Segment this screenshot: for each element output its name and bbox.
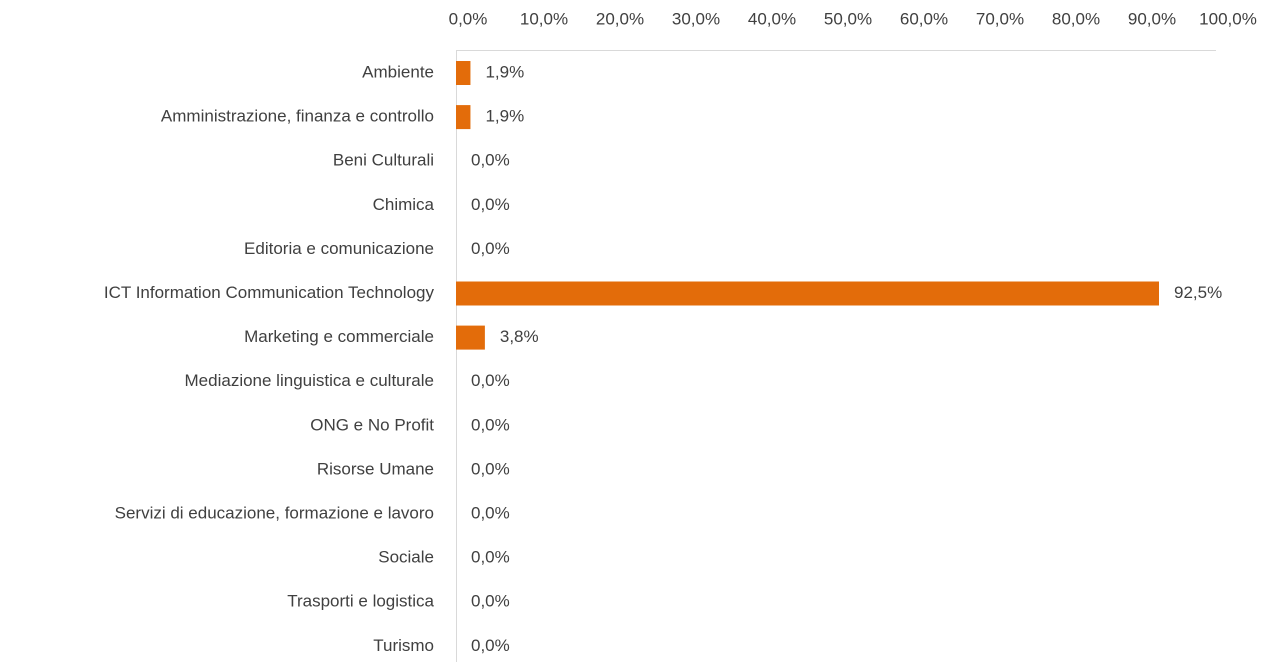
y-tick-label: Chimica: [373, 195, 435, 214]
x-tick-label: 50,0%: [824, 9, 872, 28]
value-label: 0,0%: [471, 548, 510, 567]
x-tick-label: 20,0%: [596, 9, 644, 28]
y-tick-label: Editoria e comunicazione: [244, 239, 434, 258]
y-tick-label: Marketing e commerciale: [244, 327, 434, 346]
y-tick-label: Mediazione linguistica e culturale: [185, 371, 434, 390]
value-label: 0,0%: [471, 239, 510, 258]
y-tick-label: ONG e No Profit: [310, 415, 434, 434]
value-label: 0,0%: [471, 371, 510, 390]
x-tick-label: 100,0%: [1199, 9, 1257, 28]
y-tick-label: Servizi di educazione, formazione e lavo…: [115, 503, 434, 522]
x-tick-label: 90,0%: [1128, 9, 1176, 28]
y-tick-label: Amministrazione, finanza e controllo: [161, 107, 434, 126]
value-label: 1,9%: [485, 107, 524, 126]
value-label: 3,8%: [500, 327, 539, 346]
x-tick-label: 0,0%: [449, 9, 488, 28]
value-label: 0,0%: [471, 151, 510, 170]
bar: [456, 281, 1159, 306]
bar: [456, 105, 471, 130]
x-tick-label: 30,0%: [672, 9, 720, 28]
value-label: 0,0%: [471, 459, 510, 478]
value-label: 0,0%: [471, 503, 510, 522]
y-tick-label: Risorse Umane: [317, 459, 434, 478]
value-label: 0,0%: [471, 415, 510, 434]
x-tick-label: 80,0%: [1052, 9, 1100, 28]
value-label: 0,0%: [471, 636, 510, 655]
y-tick-label: Turismo: [373, 636, 434, 655]
bar: [456, 61, 471, 85]
value-label: 0,0%: [471, 592, 510, 611]
value-label: 0,0%: [471, 195, 510, 214]
x-tick-label: 10,0%: [520, 9, 568, 28]
x-tick-label: 60,0%: [900, 9, 948, 28]
value-label: 1,9%: [485, 62, 524, 81]
y-tick-label: Sociale: [378, 548, 434, 567]
x-tick-label: 70,0%: [976, 9, 1024, 28]
y-tick-label: Beni Culturali: [333, 151, 434, 170]
x-tick-label: 40,0%: [748, 9, 796, 28]
y-tick-label: Ambiente: [362, 62, 434, 81]
bar: [456, 325, 485, 350]
y-tick-label: Trasporti e logistica: [287, 592, 434, 611]
value-label: 92,5%: [1174, 283, 1222, 302]
y-tick-label: ICT Information Communication Technology: [104, 283, 435, 302]
